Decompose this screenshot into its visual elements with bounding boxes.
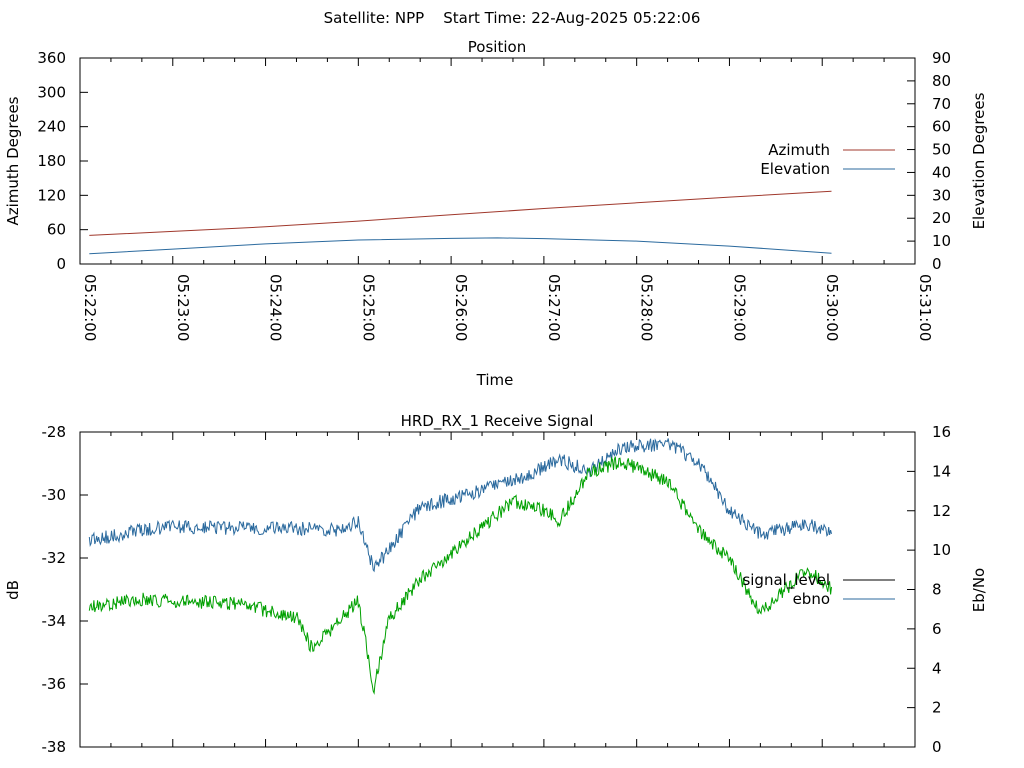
legend-label: signal_level <box>742 571 830 590</box>
x-tick-label: 05:31:00 <box>916 274 934 341</box>
x-tick-label: 05:24:00 <box>267 274 285 341</box>
left-tick-label: 300 <box>37 83 66 101</box>
receive-signal-ylabel-left: dB <box>4 580 22 600</box>
right-tick-label: 40 <box>932 163 951 181</box>
position-right-axis-ticks: 0 10 20 30 40 50 60 70 80 90 <box>907 49 951 273</box>
left-tick-label: -28 <box>42 423 67 441</box>
left-tick-label: -30 <box>42 486 67 504</box>
position-xlabel: Time <box>476 371 514 389</box>
x-tick-label: 05:28:00 <box>638 274 656 341</box>
x-tick-label: 05:29:00 <box>730 274 748 341</box>
receive-signal-plot-frame <box>79 431 916 748</box>
left-tick-label: 120 <box>37 186 66 204</box>
right-tick-label: 16 <box>932 423 951 441</box>
right-tick-label: 10 <box>932 232 951 250</box>
series-line-signal-level <box>88 456 832 695</box>
receive-signal-title: HRD_RX_1 Receive Signal <box>401 412 594 431</box>
right-tick-label: 6 <box>932 620 942 638</box>
legend-label: ebno <box>793 590 830 608</box>
right-tick-label: 80 <box>932 72 951 90</box>
legend-label: Elevation <box>760 160 830 178</box>
receive-signal-series <box>88 438 832 695</box>
right-tick-label: 60 <box>932 118 951 136</box>
right-tick-label: 10 <box>932 541 951 559</box>
series-line-ebno <box>88 438 832 573</box>
x-tick-label: 05:22:00 <box>81 274 99 341</box>
right-tick-label: 30 <box>932 186 951 204</box>
left-tick-label: -38 <box>42 738 67 756</box>
x-tick-label: 05:23:00 <box>174 274 192 341</box>
position-title: Position <box>468 38 526 56</box>
left-tick-label: -36 <box>42 675 67 693</box>
right-tick-label: 90 <box>932 49 951 67</box>
right-tick-label: 4 <box>932 659 942 677</box>
receive-signal-ylabel-right: Eb/No <box>970 568 988 612</box>
series-line-elevation <box>89 237 832 255</box>
right-tick-label: 70 <box>932 95 951 113</box>
x-tick-label: 05:30:00 <box>823 274 841 341</box>
right-tick-label: 0 <box>932 255 942 273</box>
receive-signal-right-axis-ticks: 0 2 4 6 8 10 12 14 16 <box>907 423 951 756</box>
left-tick-label: -32 <box>42 549 67 567</box>
position-left-axis-ticks: 0 60 120 180 240 300 360 <box>37 49 88 273</box>
right-tick-label: 50 <box>932 141 951 159</box>
position-ylabel-right: Elevation Degrees <box>970 92 988 229</box>
right-tick-label: 2 <box>932 699 942 717</box>
left-tick-label: 360 <box>37 49 66 67</box>
x-tick-label: 05:26:00 <box>452 274 470 341</box>
receive-signal-x-axis-ticks <box>79 432 916 747</box>
right-tick-label: 8 <box>932 581 942 599</box>
left-tick-label: 180 <box>37 152 66 170</box>
x-tick-label: 05:27:00 <box>545 274 563 341</box>
right-tick-label: 14 <box>932 462 951 480</box>
series-line-azimuth <box>89 190 832 236</box>
right-tick-label: 20 <box>932 209 951 227</box>
receive-signal-left-axis-ticks: -38 -36 -34 -32 -30 -28 <box>42 423 88 756</box>
left-tick-label: -34 <box>42 612 67 630</box>
legend-label: Azimuth <box>768 141 830 159</box>
right-tick-label: 12 <box>932 502 951 520</box>
left-tick-label: 240 <box>37 118 66 136</box>
left-tick-label: 0 <box>56 255 66 273</box>
page-title: Satellite: NPP Start Time: 22-Aug-2025 0… <box>324 9 701 27</box>
x-tick-label: 05:25:00 <box>359 274 377 341</box>
right-tick-label: 0 <box>932 738 942 756</box>
receive-signal-chart: HRD_RX_1 Receive Signal -38-36-34-32-30-… <box>4 412 988 756</box>
position-x-axis-ticks: 05:22:00 05:23:00 05:24:00 05:25:00 05:26:00… <box>79 58 934 341</box>
left-tick-label: 60 <box>47 221 66 239</box>
position-ylabel-left: Azimuth Degrees <box>4 96 22 225</box>
position-chart: Position 0 60 120 180 240 300 360 0 10 20 30 40 50 6… <box>4 38 988 389</box>
position-series <box>89 190 832 255</box>
